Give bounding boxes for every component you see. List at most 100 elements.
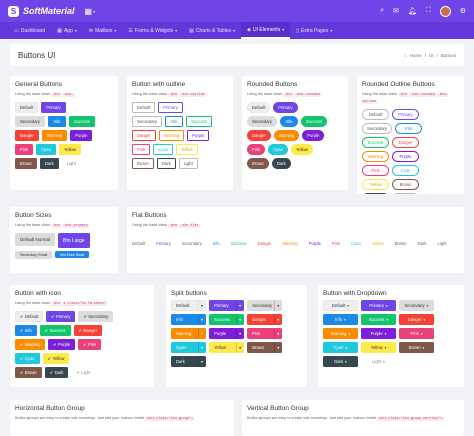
chevron-down-icon[interactable]: ▾ [198, 342, 207, 353]
warning-button[interactable]: Warning [171, 328, 198, 339]
warning-button[interactable]: Warning [41, 130, 68, 141]
purple-button[interactable]: Purple [70, 130, 93, 141]
settings-icon[interactable]: ⚙ [459, 8, 466, 15]
info-button[interactable]: Info [165, 116, 184, 127]
danger-button[interactable]: Danger [247, 130, 271, 141]
default-button[interactable]: Default [15, 102, 39, 113]
flat-light-button[interactable]: Light [437, 241, 447, 246]
success-button[interactable]: Success [69, 116, 95, 127]
danger-button[interactable]: Danger [15, 130, 39, 141]
info-button[interactable]: Info [280, 116, 299, 127]
dark-button[interactable]: Dark [362, 193, 389, 194]
warning-button[interactable]: Warning [362, 151, 389, 162]
info-button[interactable]: Info [48, 116, 67, 127]
light-button[interactable]: ✔ Light [71, 367, 96, 378]
primary-button[interactable]: ✔ Primary [46, 311, 76, 322]
light-button[interactable]: Light ▾ [361, 356, 396, 367]
default-button[interactable]: Default ▾ [323, 300, 358, 311]
danger-button[interactable]: Danger [392, 137, 419, 148]
dark-button[interactable]: Dark [39, 158, 59, 169]
purple-button[interactable]: Purple [209, 328, 237, 339]
primary-button[interactable]: Primary [41, 102, 66, 113]
success-button[interactable]: Success ▾ [361, 314, 396, 325]
yellow-button[interactable]: Yellow [58, 144, 81, 155]
mail-icon[interactable]: ✉ [393, 8, 399, 15]
pink-button[interactable]: Pink [362, 165, 389, 176]
flat-danger-button[interactable]: Danger [257, 241, 272, 246]
default-button[interactable]: Default [362, 109, 389, 120]
secondary-button[interactable]: Secondary [132, 116, 163, 127]
purple-button[interactable]: Purple [302, 130, 325, 141]
purple-button[interactable]: ✔ Purple [48, 339, 76, 350]
dark-button[interactable]: Dark [171, 356, 198, 367]
brown-button[interactable]: Brown [247, 342, 275, 353]
purple-button[interactable]: Purple [187, 130, 210, 141]
chevron-down-icon[interactable]: ▾ [198, 356, 207, 367]
primary-button[interactable]: Primary [273, 102, 298, 113]
secondary-sm-button[interactable]: Secondary Small [15, 251, 53, 259]
default-button[interactable]: Default [171, 300, 198, 311]
secondary-button[interactable]: Secondary [247, 300, 275, 311]
secondary-button[interactable]: Secondary [247, 116, 278, 127]
success-button[interactable]: Success [209, 314, 237, 325]
yellow-button[interactable]: Yellow [362, 179, 389, 190]
cyan-button[interactable]: Cyan [153, 144, 173, 155]
fullscreen-icon[interactable]: ⛶ [425, 7, 431, 14]
pink-button[interactable]: Pink [247, 328, 275, 339]
dark-button[interactable]: Dark ▾ [323, 356, 358, 367]
success-button[interactable]: Success [301, 116, 327, 127]
pink-button[interactable]: Pink [247, 144, 266, 155]
flat-warning-button[interactable]: Warning [282, 241, 298, 246]
secondary-button[interactable]: ✔ Secondary [78, 311, 114, 322]
nav-item-mailbox[interactable]: ✉ Mailbox ▾ [83, 22, 122, 39]
nav-item-ui-elements[interactable]: ◈ UI Elements ▾ [241, 22, 291, 39]
dark-button[interactable]: Dark [156, 158, 176, 169]
default-button[interactable]: Default [247, 102, 271, 113]
yellow-button[interactable]: Yellow [209, 342, 237, 353]
chevron-down-icon[interactable]: ▾ [274, 328, 283, 339]
primary-lg-button[interactable]: Btn Large [58, 233, 90, 248]
brown-button[interactable]: Brown ▾ [399, 342, 434, 353]
primary-button[interactable]: Primary ▾ [361, 300, 396, 311]
primary-button[interactable]: Primary [209, 300, 237, 311]
chevron-down-icon[interactable]: ▾ [198, 300, 207, 311]
cyan-button[interactable]: Cyan [392, 165, 419, 176]
cyan-button[interactable]: Cyan [171, 342, 198, 353]
flat-purple-button[interactable]: Purple [308, 241, 321, 246]
grid-icon[interactable]: ▦ ▾ [84, 6, 96, 16]
chevron-down-icon[interactable]: ▾ [236, 328, 245, 339]
danger-button[interactable]: Danger [132, 130, 156, 141]
info-button[interactable]: Info [395, 123, 423, 134]
flat-brown-button[interactable]: Brown [394, 241, 407, 246]
chevron-down-icon[interactable]: ▾ [274, 300, 283, 311]
yellow-button[interactable]: ✔ Yellow [42, 353, 70, 364]
secondary-button[interactable]: Secondary [362, 123, 393, 134]
light-button[interactable]: Light [61, 158, 81, 169]
info-button[interactable]: ✔ Info [15, 325, 37, 336]
brand-logo[interactable]: S [8, 5, 19, 17]
brown-button[interactable]: Brown [247, 158, 269, 169]
cyan-button[interactable]: Cyan ▾ [323, 342, 358, 353]
purple-button[interactable]: Purple [392, 151, 419, 162]
chevron-down-icon[interactable]: ▾ [236, 342, 245, 353]
avatar[interactable] [439, 5, 451, 17]
danger-button[interactable]: Danger ▾ [399, 314, 434, 325]
bell-icon[interactable]: 🔔︎ [407, 8, 417, 15]
purple-button[interactable]: Purple ▾ [361, 328, 396, 339]
brown-button[interactable]: Brown [392, 179, 419, 190]
pink-button[interactable]: Pink [15, 144, 34, 155]
breadcrumb-item[interactable]: Home [409, 52, 422, 58]
pink-button[interactable]: Pink [132, 144, 151, 155]
warning-button[interactable]: ✔ Warning [15, 339, 46, 350]
brand-name[interactable]: SoftMaterial [23, 6, 75, 16]
nav-item-dashboard[interactable]: ▭ Dashboard [8, 22, 51, 39]
cyan-button[interactable]: Cyan [36, 144, 56, 155]
cyan-button[interactable]: Cyan [268, 144, 288, 155]
dark-button[interactable]: ✔ Dark [44, 367, 69, 378]
brown-button[interactable]: Brown [15, 158, 37, 169]
light-button[interactable]: Light [392, 193, 419, 194]
search-icon[interactable]: ⌕ [380, 7, 385, 14]
warning-button[interactable]: Warning [158, 130, 185, 141]
primary-button[interactable]: Primary [392, 109, 419, 120]
chevron-down-icon[interactable]: ▾ [198, 314, 207, 325]
